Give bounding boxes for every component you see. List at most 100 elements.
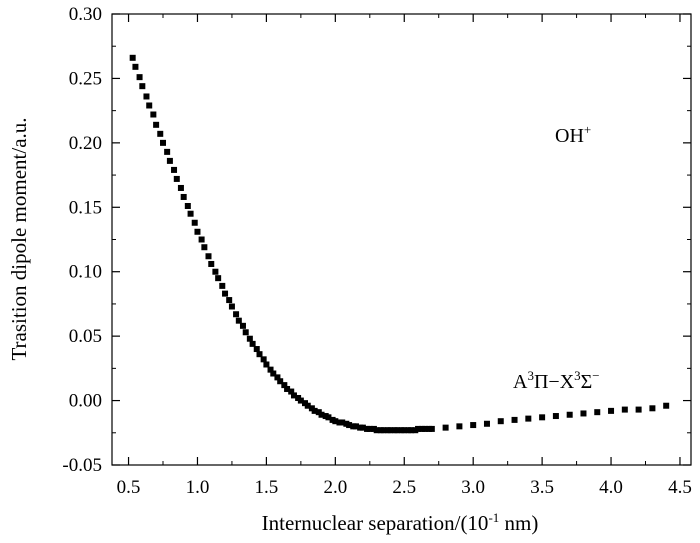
molecule-label: OH+ (555, 122, 591, 147)
data-point (171, 166, 178, 173)
data-point (380, 427, 387, 434)
x-tick-label: 1.0 (186, 477, 210, 498)
data-point (191, 219, 198, 226)
data-point (525, 415, 532, 422)
axes-ticks (112, 13, 691, 466)
data-point (253, 346, 260, 353)
data-point (228, 303, 235, 310)
data-point (281, 382, 288, 389)
data-point (187, 210, 194, 217)
data-point (387, 427, 394, 434)
data-point (177, 184, 184, 191)
data-point (284, 385, 291, 392)
data-point (408, 427, 415, 434)
data-point (483, 420, 490, 427)
data-point (242, 329, 249, 336)
x-tick-label: 3.5 (530, 477, 554, 498)
data-point (270, 370, 277, 377)
data-point (219, 282, 226, 289)
x-tick-label: 1.5 (255, 477, 279, 498)
data-point (566, 411, 573, 418)
x-tick-label: 4.5 (668, 477, 692, 498)
data-point (442, 424, 449, 431)
data-point (194, 228, 201, 235)
y-tick-label: 0.25 (69, 68, 102, 89)
data-point (246, 335, 253, 342)
x-axis-title: Internuclear separation/(10-1 nm) (262, 510, 539, 535)
data-point (304, 402, 311, 409)
data-point (233, 311, 240, 318)
y-tick-label: 0.10 (69, 262, 102, 283)
data-point (353, 423, 360, 430)
x-tick-labels: 0.5 1.0 1.5 2.0 2.5 3.0 3.5 4.0 4.5 (117, 477, 692, 498)
data-point (184, 202, 191, 209)
y-axis-title: Trasition dipole moment/a.u. (7, 117, 31, 360)
data-point (594, 409, 601, 416)
data-point (394, 427, 401, 434)
data-point (129, 54, 136, 61)
data-point (332, 418, 339, 425)
data-point (635, 406, 642, 413)
data-point (132, 63, 139, 70)
transition-label: A3Π−X3Σ− (513, 368, 600, 393)
data-point (366, 425, 373, 432)
data-point (157, 130, 164, 137)
data-point (239, 322, 246, 329)
data-point (373, 427, 380, 434)
data-point (290, 392, 297, 399)
data-point (263, 361, 270, 368)
data-point (249, 340, 256, 347)
y-tick-label: 0.20 (69, 133, 102, 154)
data-point (663, 402, 670, 409)
y-tick-label: 0.15 (69, 197, 102, 218)
data-point (421, 425, 428, 432)
data-point (208, 260, 215, 267)
data-point (580, 410, 587, 417)
data-point (415, 425, 422, 432)
data-point (297, 397, 304, 404)
data-point (153, 121, 160, 128)
data-point (136, 74, 143, 81)
data-point (621, 406, 628, 413)
x-tick-label: 3.0 (461, 477, 485, 498)
data-point (325, 414, 332, 421)
data-point (359, 424, 366, 431)
data-point (511, 416, 518, 423)
data-point (198, 236, 205, 243)
data-point (201, 244, 208, 251)
data-point (456, 423, 463, 430)
data-point (215, 275, 222, 282)
data-point (146, 102, 153, 109)
data-point (470, 422, 477, 429)
x-tick-label: 4.0 (599, 477, 623, 498)
data-point (222, 290, 229, 297)
y-tick-labels: 0.30 0.25 0.20 0.15 0.10 0.05 0.00 -0.05 (62, 4, 102, 476)
data-point (401, 427, 408, 434)
data-point (235, 317, 242, 324)
data-point (180, 193, 187, 200)
data-point (608, 407, 615, 414)
data-point (166, 157, 173, 164)
data-point (428, 425, 435, 432)
data-point (318, 411, 325, 418)
data-point (267, 366, 274, 373)
data-point (649, 405, 656, 412)
data-point (226, 297, 233, 304)
data-point (274, 374, 281, 381)
data-point (260, 356, 267, 363)
data-point (205, 253, 212, 260)
data-point (539, 414, 546, 421)
data-point (497, 418, 504, 425)
data-point (288, 388, 295, 395)
data-point (173, 175, 180, 182)
y-tick-label: -0.05 (62, 455, 102, 476)
data-point (339, 419, 346, 426)
data-points (129, 54, 670, 434)
data-point (311, 407, 318, 414)
x-tick-label: 0.5 (117, 477, 141, 498)
data-point (139, 83, 146, 90)
data-point (256, 351, 263, 358)
data-point (143, 93, 150, 100)
x-tick-label: 2.0 (323, 477, 347, 498)
